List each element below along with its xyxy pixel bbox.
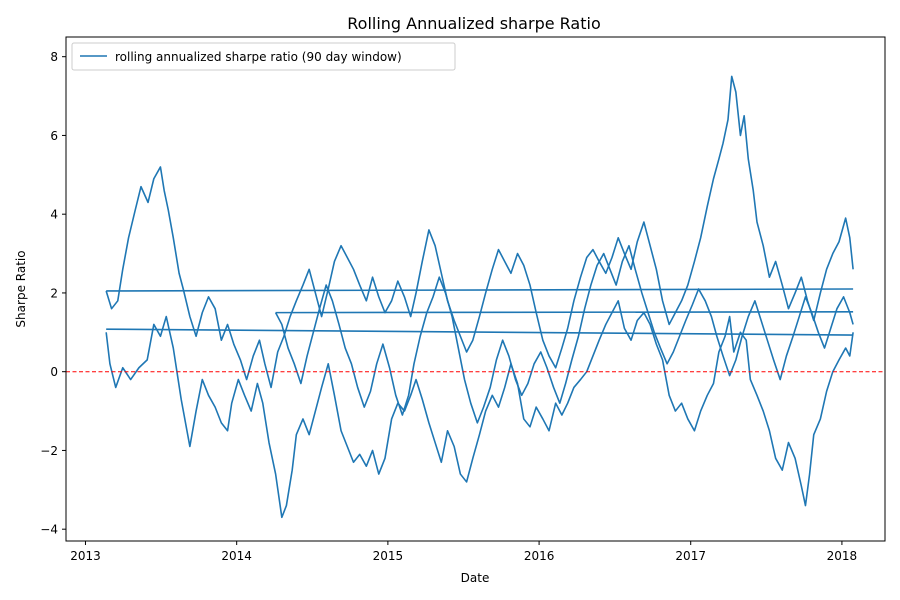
series-line-segment-5 <box>274 244 854 424</box>
legend-box <box>71 42 456 71</box>
series-line-segment-2 <box>106 328 854 336</box>
y-tick-label: 4 <box>50 208 58 222</box>
y-axis: −4 −2 0 2 4 6 8 <box>40 50 66 537</box>
x-tick-label: 2016 <box>524 549 555 563</box>
legend: rolling annualized sharpe ratio (90 day … <box>71 42 456 71</box>
y-tick-label: −4 <box>40 523 58 537</box>
x-tick-label: 2017 <box>675 549 706 563</box>
series-line-segment-1 <box>105 300 854 519</box>
x-axis-label: Date <box>461 571 490 585</box>
series-line-segment-4 <box>106 288 854 292</box>
y-tick-label: 8 <box>50 50 58 64</box>
x-tick-label: 2018 <box>827 549 858 563</box>
plot-area <box>66 75 885 519</box>
y-tick-label: 0 <box>50 365 58 379</box>
axes-frame <box>65 36 886 542</box>
y-tick-label: −2 <box>40 444 58 458</box>
y-axis-label: Sharpe Ratio <box>14 250 28 327</box>
x-tick-label: 2014 <box>221 549 252 563</box>
series-line-segment-3 <box>105 75 854 389</box>
y-tick-label: 6 <box>50 129 58 143</box>
legend-label: rolling annualized sharpe ratio (90 day … <box>115 50 402 64</box>
series-line-segment-6 <box>275 311 854 314</box>
x-tick-label: 2013 <box>70 549 101 563</box>
x-tick-label: 2015 <box>373 549 404 563</box>
chart-title: Rolling Annualized sharpe Ratio <box>347 14 600 33</box>
x-axis: 2013 2014 2015 2016 2017 2018 <box>70 541 857 563</box>
y-tick-label: 2 <box>50 286 58 300</box>
